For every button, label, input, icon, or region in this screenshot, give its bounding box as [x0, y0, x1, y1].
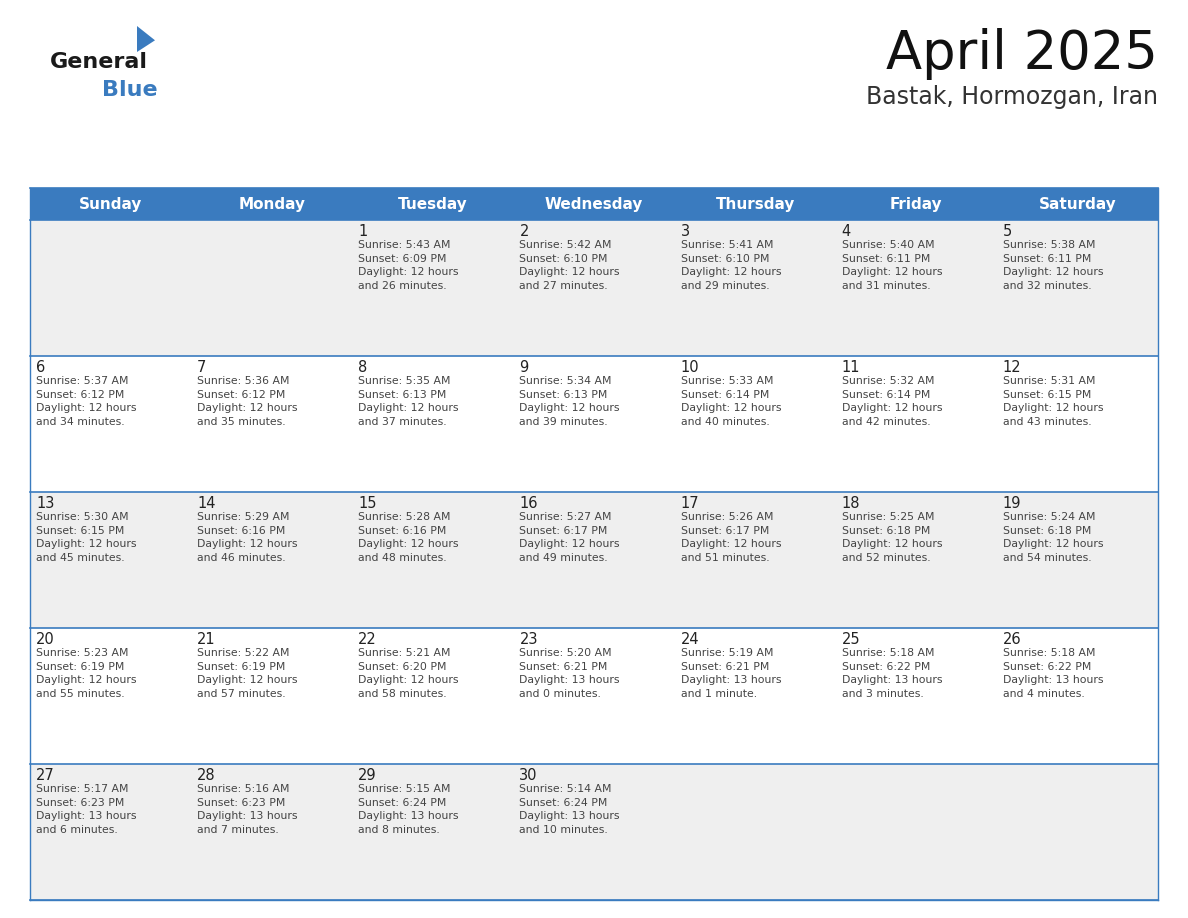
Text: Sunrise: 5:37 AM
Sunset: 6:12 PM
Daylight: 12 hours
and 34 minutes.: Sunrise: 5:37 AM Sunset: 6:12 PM Dayligh… [36, 376, 137, 427]
Text: 21: 21 [197, 632, 216, 647]
Text: 4: 4 [842, 224, 851, 239]
Text: 20: 20 [36, 632, 55, 647]
Text: 9: 9 [519, 360, 529, 375]
Text: Sunrise: 5:26 AM
Sunset: 6:17 PM
Daylight: 12 hours
and 51 minutes.: Sunrise: 5:26 AM Sunset: 6:17 PM Dayligh… [681, 512, 781, 563]
Text: Sunrise: 5:18 AM
Sunset: 6:22 PM
Daylight: 13 hours
and 3 minutes.: Sunrise: 5:18 AM Sunset: 6:22 PM Dayligh… [842, 648, 942, 699]
Text: Tuesday: Tuesday [398, 196, 468, 211]
Text: 15: 15 [359, 496, 377, 511]
Polygon shape [137, 26, 154, 52]
Text: Sunrise: 5:29 AM
Sunset: 6:16 PM
Daylight: 12 hours
and 46 minutes.: Sunrise: 5:29 AM Sunset: 6:16 PM Dayligh… [197, 512, 298, 563]
Text: Sunrise: 5:41 AM
Sunset: 6:10 PM
Daylight: 12 hours
and 29 minutes.: Sunrise: 5:41 AM Sunset: 6:10 PM Dayligh… [681, 240, 781, 291]
Text: 24: 24 [681, 632, 700, 647]
Text: 19: 19 [1003, 496, 1022, 511]
Text: Sunrise: 5:14 AM
Sunset: 6:24 PM
Daylight: 13 hours
and 10 minutes.: Sunrise: 5:14 AM Sunset: 6:24 PM Dayligh… [519, 784, 620, 834]
Text: 29: 29 [359, 768, 377, 783]
Text: Sunrise: 5:17 AM
Sunset: 6:23 PM
Daylight: 13 hours
and 6 minutes.: Sunrise: 5:17 AM Sunset: 6:23 PM Dayligh… [36, 784, 137, 834]
Text: Sunday: Sunday [78, 196, 143, 211]
Text: Sunrise: 5:22 AM
Sunset: 6:19 PM
Daylight: 12 hours
and 57 minutes.: Sunrise: 5:22 AM Sunset: 6:19 PM Dayligh… [197, 648, 298, 699]
Text: Saturday: Saturday [1038, 196, 1117, 211]
Text: Sunrise: 5:25 AM
Sunset: 6:18 PM
Daylight: 12 hours
and 52 minutes.: Sunrise: 5:25 AM Sunset: 6:18 PM Dayligh… [842, 512, 942, 563]
Text: Wednesday: Wednesday [545, 196, 643, 211]
Text: 30: 30 [519, 768, 538, 783]
Text: Sunrise: 5:27 AM
Sunset: 6:17 PM
Daylight: 12 hours
and 49 minutes.: Sunrise: 5:27 AM Sunset: 6:17 PM Dayligh… [519, 512, 620, 563]
Text: 23: 23 [519, 632, 538, 647]
Text: 28: 28 [197, 768, 216, 783]
Text: Sunrise: 5:23 AM
Sunset: 6:19 PM
Daylight: 12 hours
and 55 minutes.: Sunrise: 5:23 AM Sunset: 6:19 PM Dayligh… [36, 648, 137, 699]
Text: Sunrise: 5:40 AM
Sunset: 6:11 PM
Daylight: 12 hours
and 31 minutes.: Sunrise: 5:40 AM Sunset: 6:11 PM Dayligh… [842, 240, 942, 291]
Text: 12: 12 [1003, 360, 1022, 375]
Text: 8: 8 [359, 360, 367, 375]
Bar [30, 628, 1158, 764]
Text: 5: 5 [1003, 224, 1012, 239]
Text: 3: 3 [681, 224, 690, 239]
Text: 7: 7 [197, 360, 207, 375]
Bar [30, 764, 1158, 900]
Text: Sunrise: 5:16 AM
Sunset: 6:23 PM
Daylight: 13 hours
and 7 minutes.: Sunrise: 5:16 AM Sunset: 6:23 PM Dayligh… [197, 784, 298, 834]
Text: Sunrise: 5:34 AM
Sunset: 6:13 PM
Daylight: 12 hours
and 39 minutes.: Sunrise: 5:34 AM Sunset: 6:13 PM Dayligh… [519, 376, 620, 427]
Text: Sunrise: 5:35 AM
Sunset: 6:13 PM
Daylight: 12 hours
and 37 minutes.: Sunrise: 5:35 AM Sunset: 6:13 PM Dayligh… [359, 376, 459, 427]
Text: Sunrise: 5:20 AM
Sunset: 6:21 PM
Daylight: 13 hours
and 0 minutes.: Sunrise: 5:20 AM Sunset: 6:21 PM Dayligh… [519, 648, 620, 699]
Text: Sunrise: 5:30 AM
Sunset: 6:15 PM
Daylight: 12 hours
and 45 minutes.: Sunrise: 5:30 AM Sunset: 6:15 PM Dayligh… [36, 512, 137, 563]
Text: Sunrise: 5:19 AM
Sunset: 6:21 PM
Daylight: 13 hours
and 1 minute.: Sunrise: 5:19 AM Sunset: 6:21 PM Dayligh… [681, 648, 781, 699]
Text: Sunrise: 5:31 AM
Sunset: 6:15 PM
Daylight: 12 hours
and 43 minutes.: Sunrise: 5:31 AM Sunset: 6:15 PM Dayligh… [1003, 376, 1104, 427]
Text: 14: 14 [197, 496, 216, 511]
Text: 10: 10 [681, 360, 700, 375]
Text: 2: 2 [519, 224, 529, 239]
Bar [30, 220, 1158, 356]
Text: 18: 18 [842, 496, 860, 511]
Text: Sunrise: 5:32 AM
Sunset: 6:14 PM
Daylight: 12 hours
and 42 minutes.: Sunrise: 5:32 AM Sunset: 6:14 PM Dayligh… [842, 376, 942, 427]
Text: 22: 22 [359, 632, 377, 647]
Text: Sunrise: 5:43 AM
Sunset: 6:09 PM
Daylight: 12 hours
and 26 minutes.: Sunrise: 5:43 AM Sunset: 6:09 PM Dayligh… [359, 240, 459, 291]
Text: Sunrise: 5:36 AM
Sunset: 6:12 PM
Daylight: 12 hours
and 35 minutes.: Sunrise: 5:36 AM Sunset: 6:12 PM Dayligh… [197, 376, 298, 427]
Text: April 2025: April 2025 [886, 28, 1158, 80]
Text: Sunrise: 5:28 AM
Sunset: 6:16 PM
Daylight: 12 hours
and 48 minutes.: Sunrise: 5:28 AM Sunset: 6:16 PM Dayligh… [359, 512, 459, 563]
Text: Sunrise: 5:38 AM
Sunset: 6:11 PM
Daylight: 12 hours
and 32 minutes.: Sunrise: 5:38 AM Sunset: 6:11 PM Dayligh… [1003, 240, 1104, 291]
Text: Sunrise: 5:33 AM
Sunset: 6:14 PM
Daylight: 12 hours
and 40 minutes.: Sunrise: 5:33 AM Sunset: 6:14 PM Dayligh… [681, 376, 781, 427]
Bar [30, 356, 1158, 492]
Text: Bastak, Hormozgan, Iran: Bastak, Hormozgan, Iran [866, 85, 1158, 109]
Text: Sunrise: 5:15 AM
Sunset: 6:24 PM
Daylight: 13 hours
and 8 minutes.: Sunrise: 5:15 AM Sunset: 6:24 PM Dayligh… [359, 784, 459, 834]
Text: Sunrise: 5:42 AM
Sunset: 6:10 PM
Daylight: 12 hours
and 27 minutes.: Sunrise: 5:42 AM Sunset: 6:10 PM Dayligh… [519, 240, 620, 291]
Text: Sunrise: 5:21 AM
Sunset: 6:20 PM
Daylight: 12 hours
and 58 minutes.: Sunrise: 5:21 AM Sunset: 6:20 PM Dayligh… [359, 648, 459, 699]
Text: 6: 6 [36, 360, 45, 375]
Text: 26: 26 [1003, 632, 1022, 647]
Text: Blue: Blue [102, 80, 158, 100]
Text: 1: 1 [359, 224, 367, 239]
Text: 11: 11 [842, 360, 860, 375]
Text: Sunrise: 5:24 AM
Sunset: 6:18 PM
Daylight: 12 hours
and 54 minutes.: Sunrise: 5:24 AM Sunset: 6:18 PM Dayligh… [1003, 512, 1104, 563]
Text: Sunrise: 5:18 AM
Sunset: 6:22 PM
Daylight: 13 hours
and 4 minutes.: Sunrise: 5:18 AM Sunset: 6:22 PM Dayligh… [1003, 648, 1104, 699]
Text: 25: 25 [842, 632, 860, 647]
Text: General: General [50, 52, 148, 72]
Text: 17: 17 [681, 496, 700, 511]
Text: Thursday: Thursday [715, 196, 795, 211]
Text: Monday: Monday [239, 196, 305, 211]
Bar [30, 492, 1158, 628]
Text: 16: 16 [519, 496, 538, 511]
Text: 27: 27 [36, 768, 55, 783]
Bar [30, 188, 1158, 220]
Text: Friday: Friday [890, 196, 942, 211]
Text: 13: 13 [36, 496, 55, 511]
